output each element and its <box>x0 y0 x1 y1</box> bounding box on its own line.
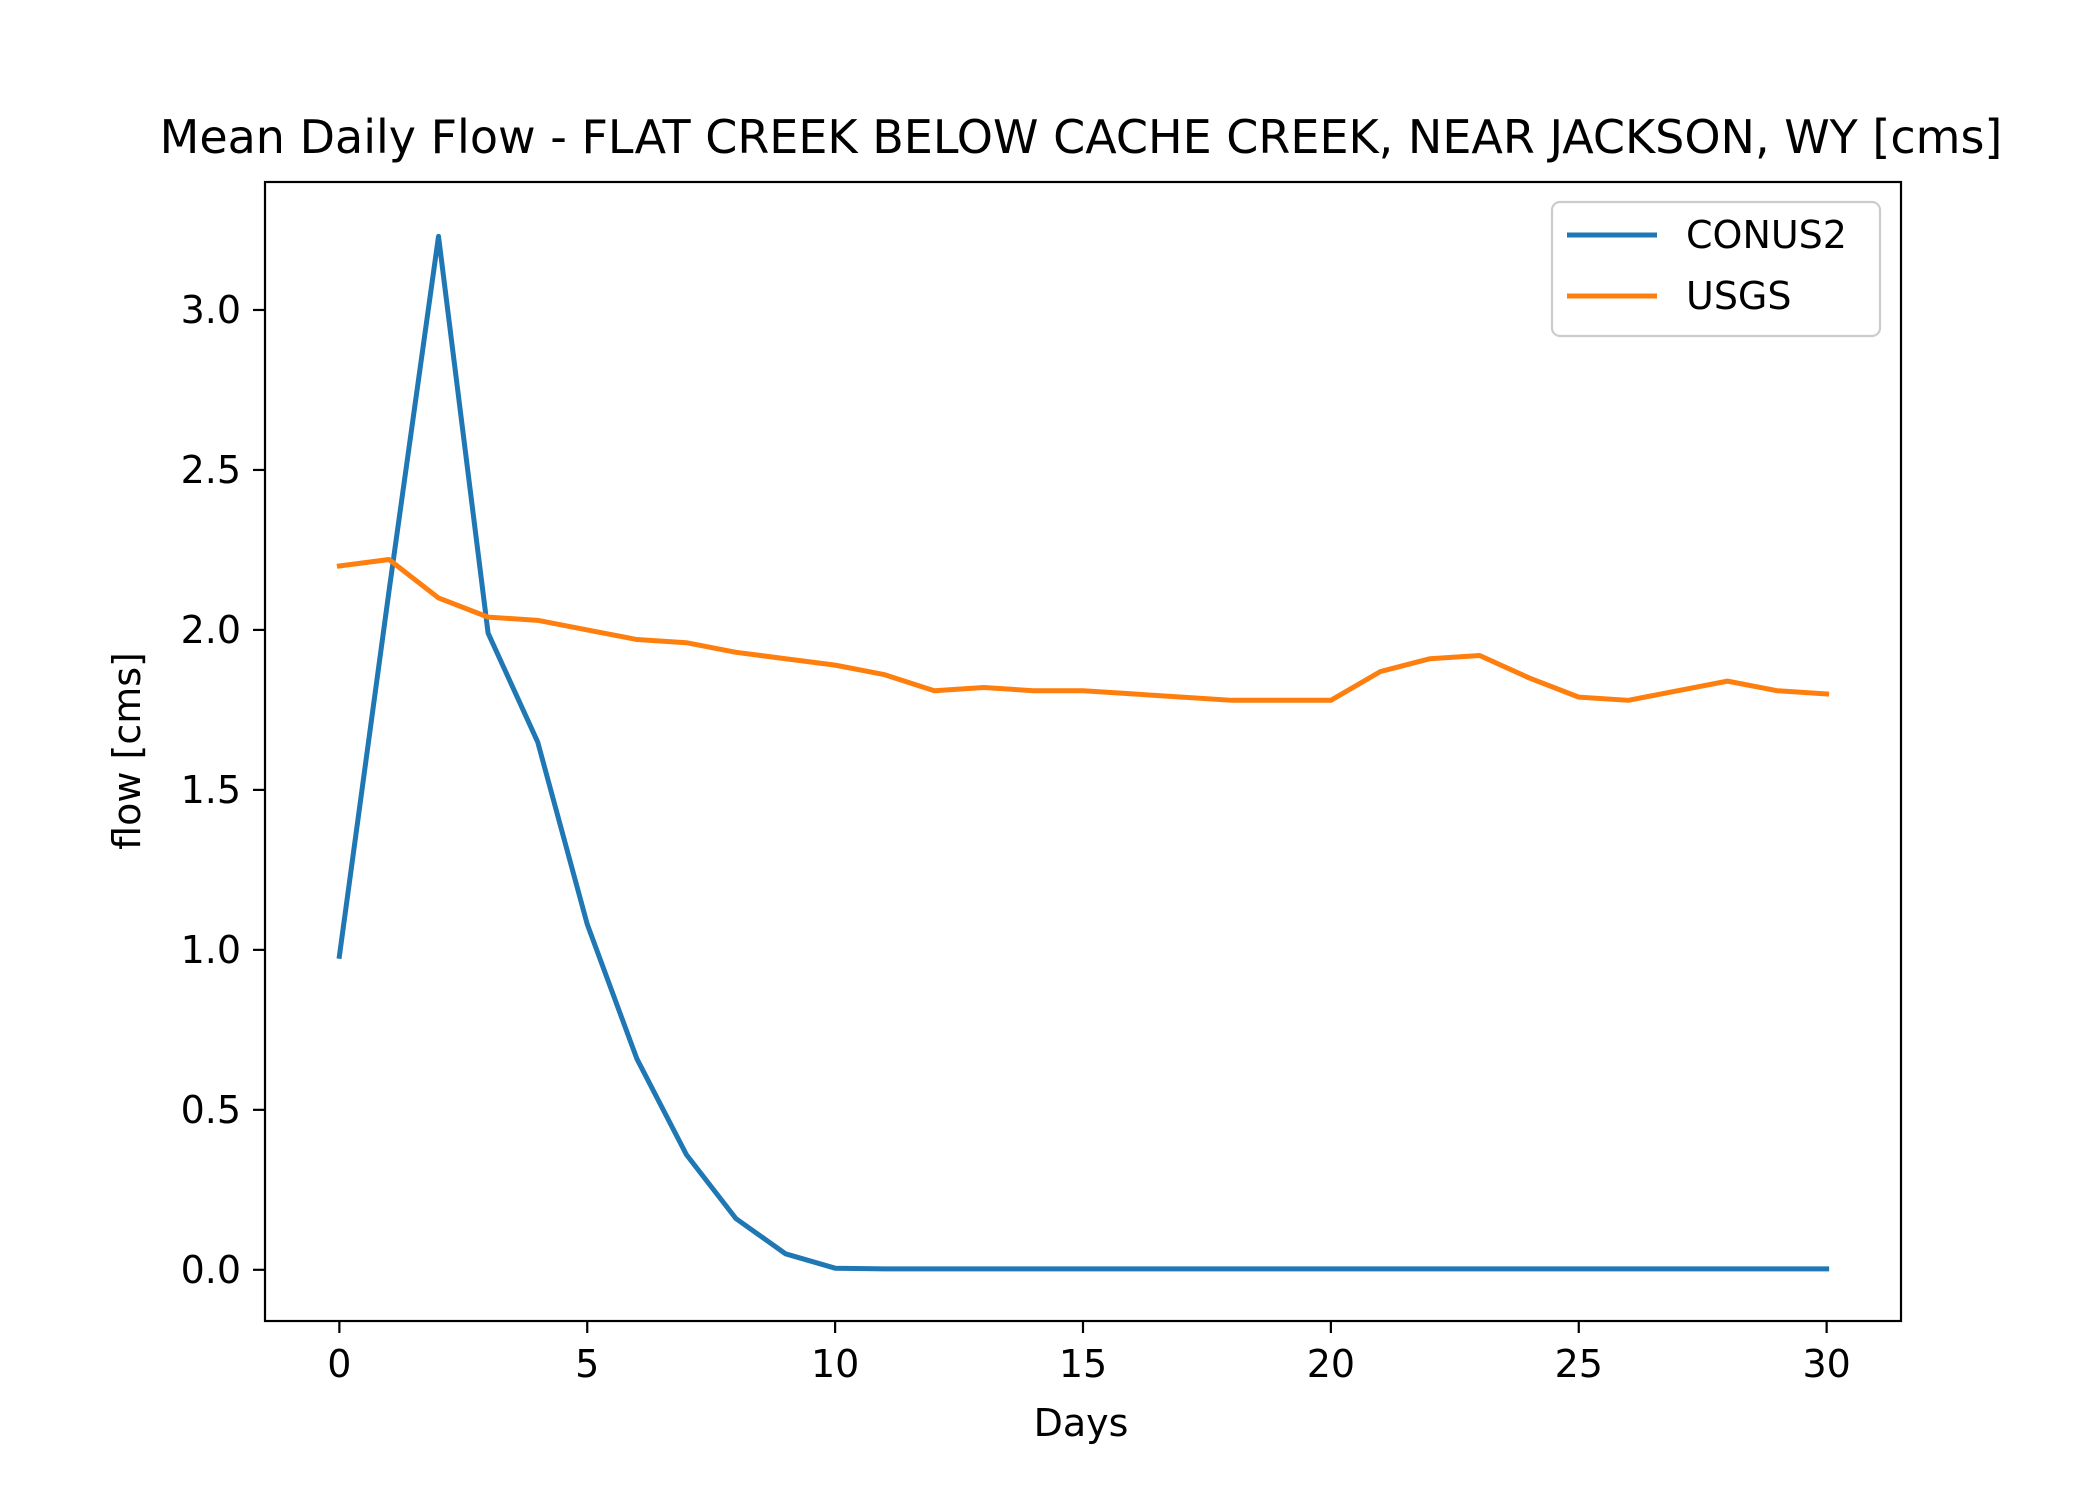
x-tick-label: 0 <box>327 1342 351 1386</box>
y-axis-label: flow [cms] <box>105 652 149 850</box>
y-tick-label: 0.5 <box>181 1088 241 1132</box>
legend-label-usgs: USGS <box>1686 274 1792 318</box>
x-axis: 0 5 10 15 20 25 30 <box>327 1321 1851 1386</box>
x-tick-label: 30 <box>1802 1342 1850 1386</box>
series-line-usgs <box>336 557 1830 703</box>
y-tick-label: 1.0 <box>181 928 241 972</box>
x-tick-label: 10 <box>811 1342 859 1386</box>
series-line-conus2 <box>336 233 1830 1272</box>
plot-area <box>263 180 1903 1323</box>
legend: CONUS2 USGS <box>1550 200 1882 338</box>
x-tick-label: 25 <box>1555 1342 1603 1386</box>
legend-label-conus2: CONUS2 <box>1686 213 1847 257</box>
chart-title: Mean Daily Flow - FLAT CREEK BELOW CACHE… <box>160 110 2003 164</box>
plot-frame <box>263 180 1903 1323</box>
x-tick-label: 20 <box>1307 1342 1355 1386</box>
y-tick-label: 2.0 <box>181 608 241 652</box>
x-tick-label: 5 <box>575 1342 599 1386</box>
series-layer <box>336 233 1830 1272</box>
y-tick-label: 0.0 <box>181 1248 241 1292</box>
x-axis-label: Days <box>1034 1401 1129 1445</box>
y-tick-label: 3.0 <box>181 288 241 332</box>
x-tick-label: 15 <box>1059 1342 1107 1386</box>
y-axis: 0.0 0.5 1.0 1.5 2.0 2.5 3.0 <box>181 288 265 1292</box>
y-tick-label: 1.5 <box>181 768 241 812</box>
y-tick-label: 2.5 <box>181 448 241 492</box>
